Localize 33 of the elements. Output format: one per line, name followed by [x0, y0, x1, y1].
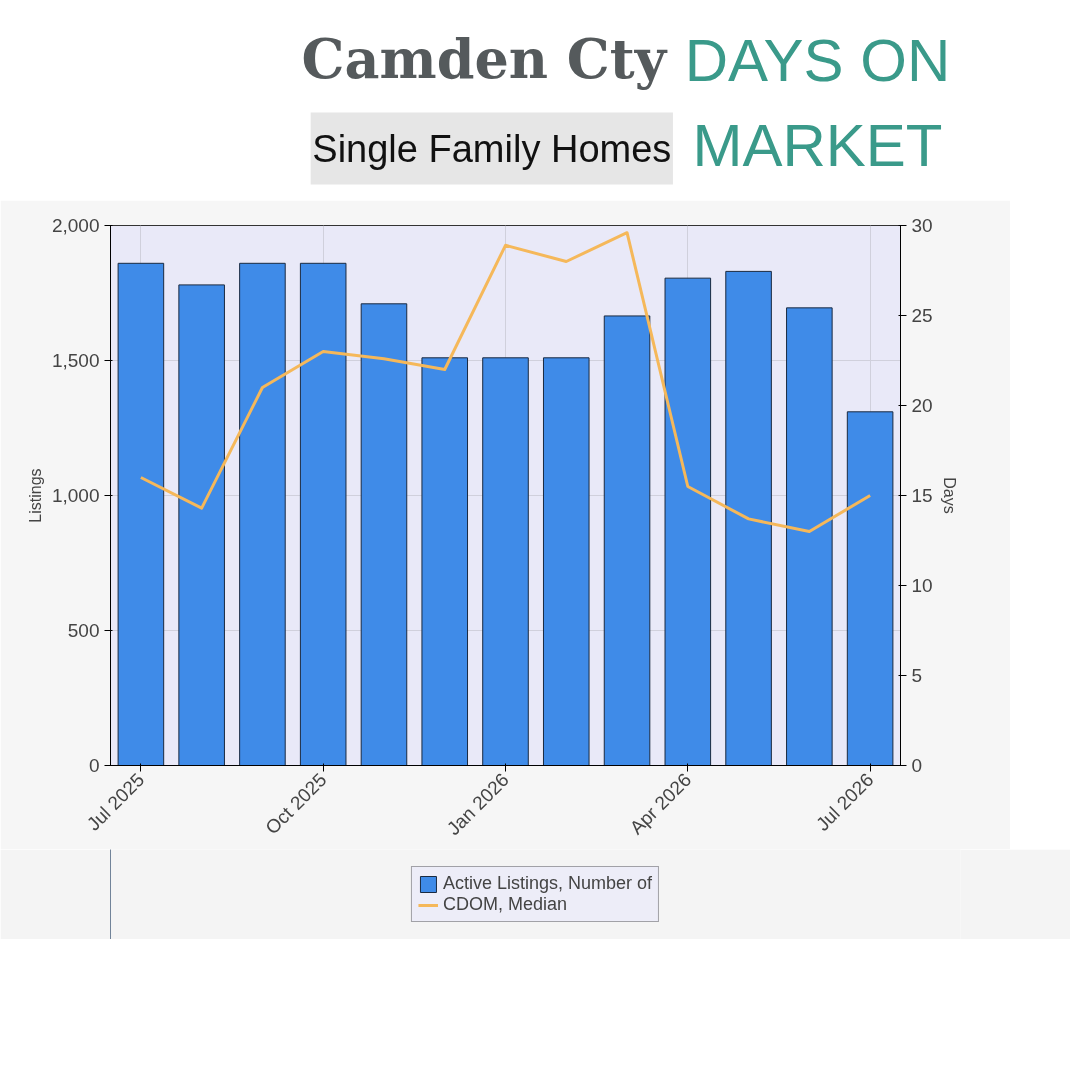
y2-tick-label: 25 [911, 305, 933, 326]
bar [239, 262, 286, 766]
bar [725, 270, 772, 766]
bar [360, 303, 408, 766]
y2-tick-label: 0 [911, 755, 923, 776]
bar [664, 277, 712, 766]
y-tick-label: 500 [67, 620, 100, 641]
legend-label: CDOM, Median [442, 894, 567, 915]
bar [846, 411, 894, 766]
bar [178, 284, 225, 766]
text: DAYS ON MARKET [684, 27, 951, 179]
bar [299, 262, 347, 766]
chart-title: Camden Cty [301, 26, 668, 91]
bar [786, 307, 833, 766]
y-axis-title: Listings [26, 468, 44, 523]
y-tick-label: 0 [88, 755, 100, 776]
y2-tick-label: 5 [911, 665, 923, 686]
y-tick-label: 1,000 [51, 485, 100, 506]
y-tick-label: 2,000 [51, 215, 100, 236]
line-series [139, 231, 872, 533]
legend-label: Active Listings, Number of [442, 873, 653, 894]
bar [482, 357, 529, 766]
y-tick-label: 1,500 [51, 350, 100, 371]
y2-tick-label: 20 [911, 395, 933, 416]
bar [542, 357, 590, 766]
bar [603, 315, 651, 766]
bar [421, 357, 469, 766]
chart-subtitle: Single Family Homes [312, 127, 672, 170]
y2-tick-label: 15 [911, 485, 933, 506]
y2-axis-title: Days [940, 477, 958, 514]
y2-tick-label: 30 [911, 215, 933, 236]
bar [117, 262, 165, 766]
y2-tick-label: 10 [911, 575, 933, 596]
